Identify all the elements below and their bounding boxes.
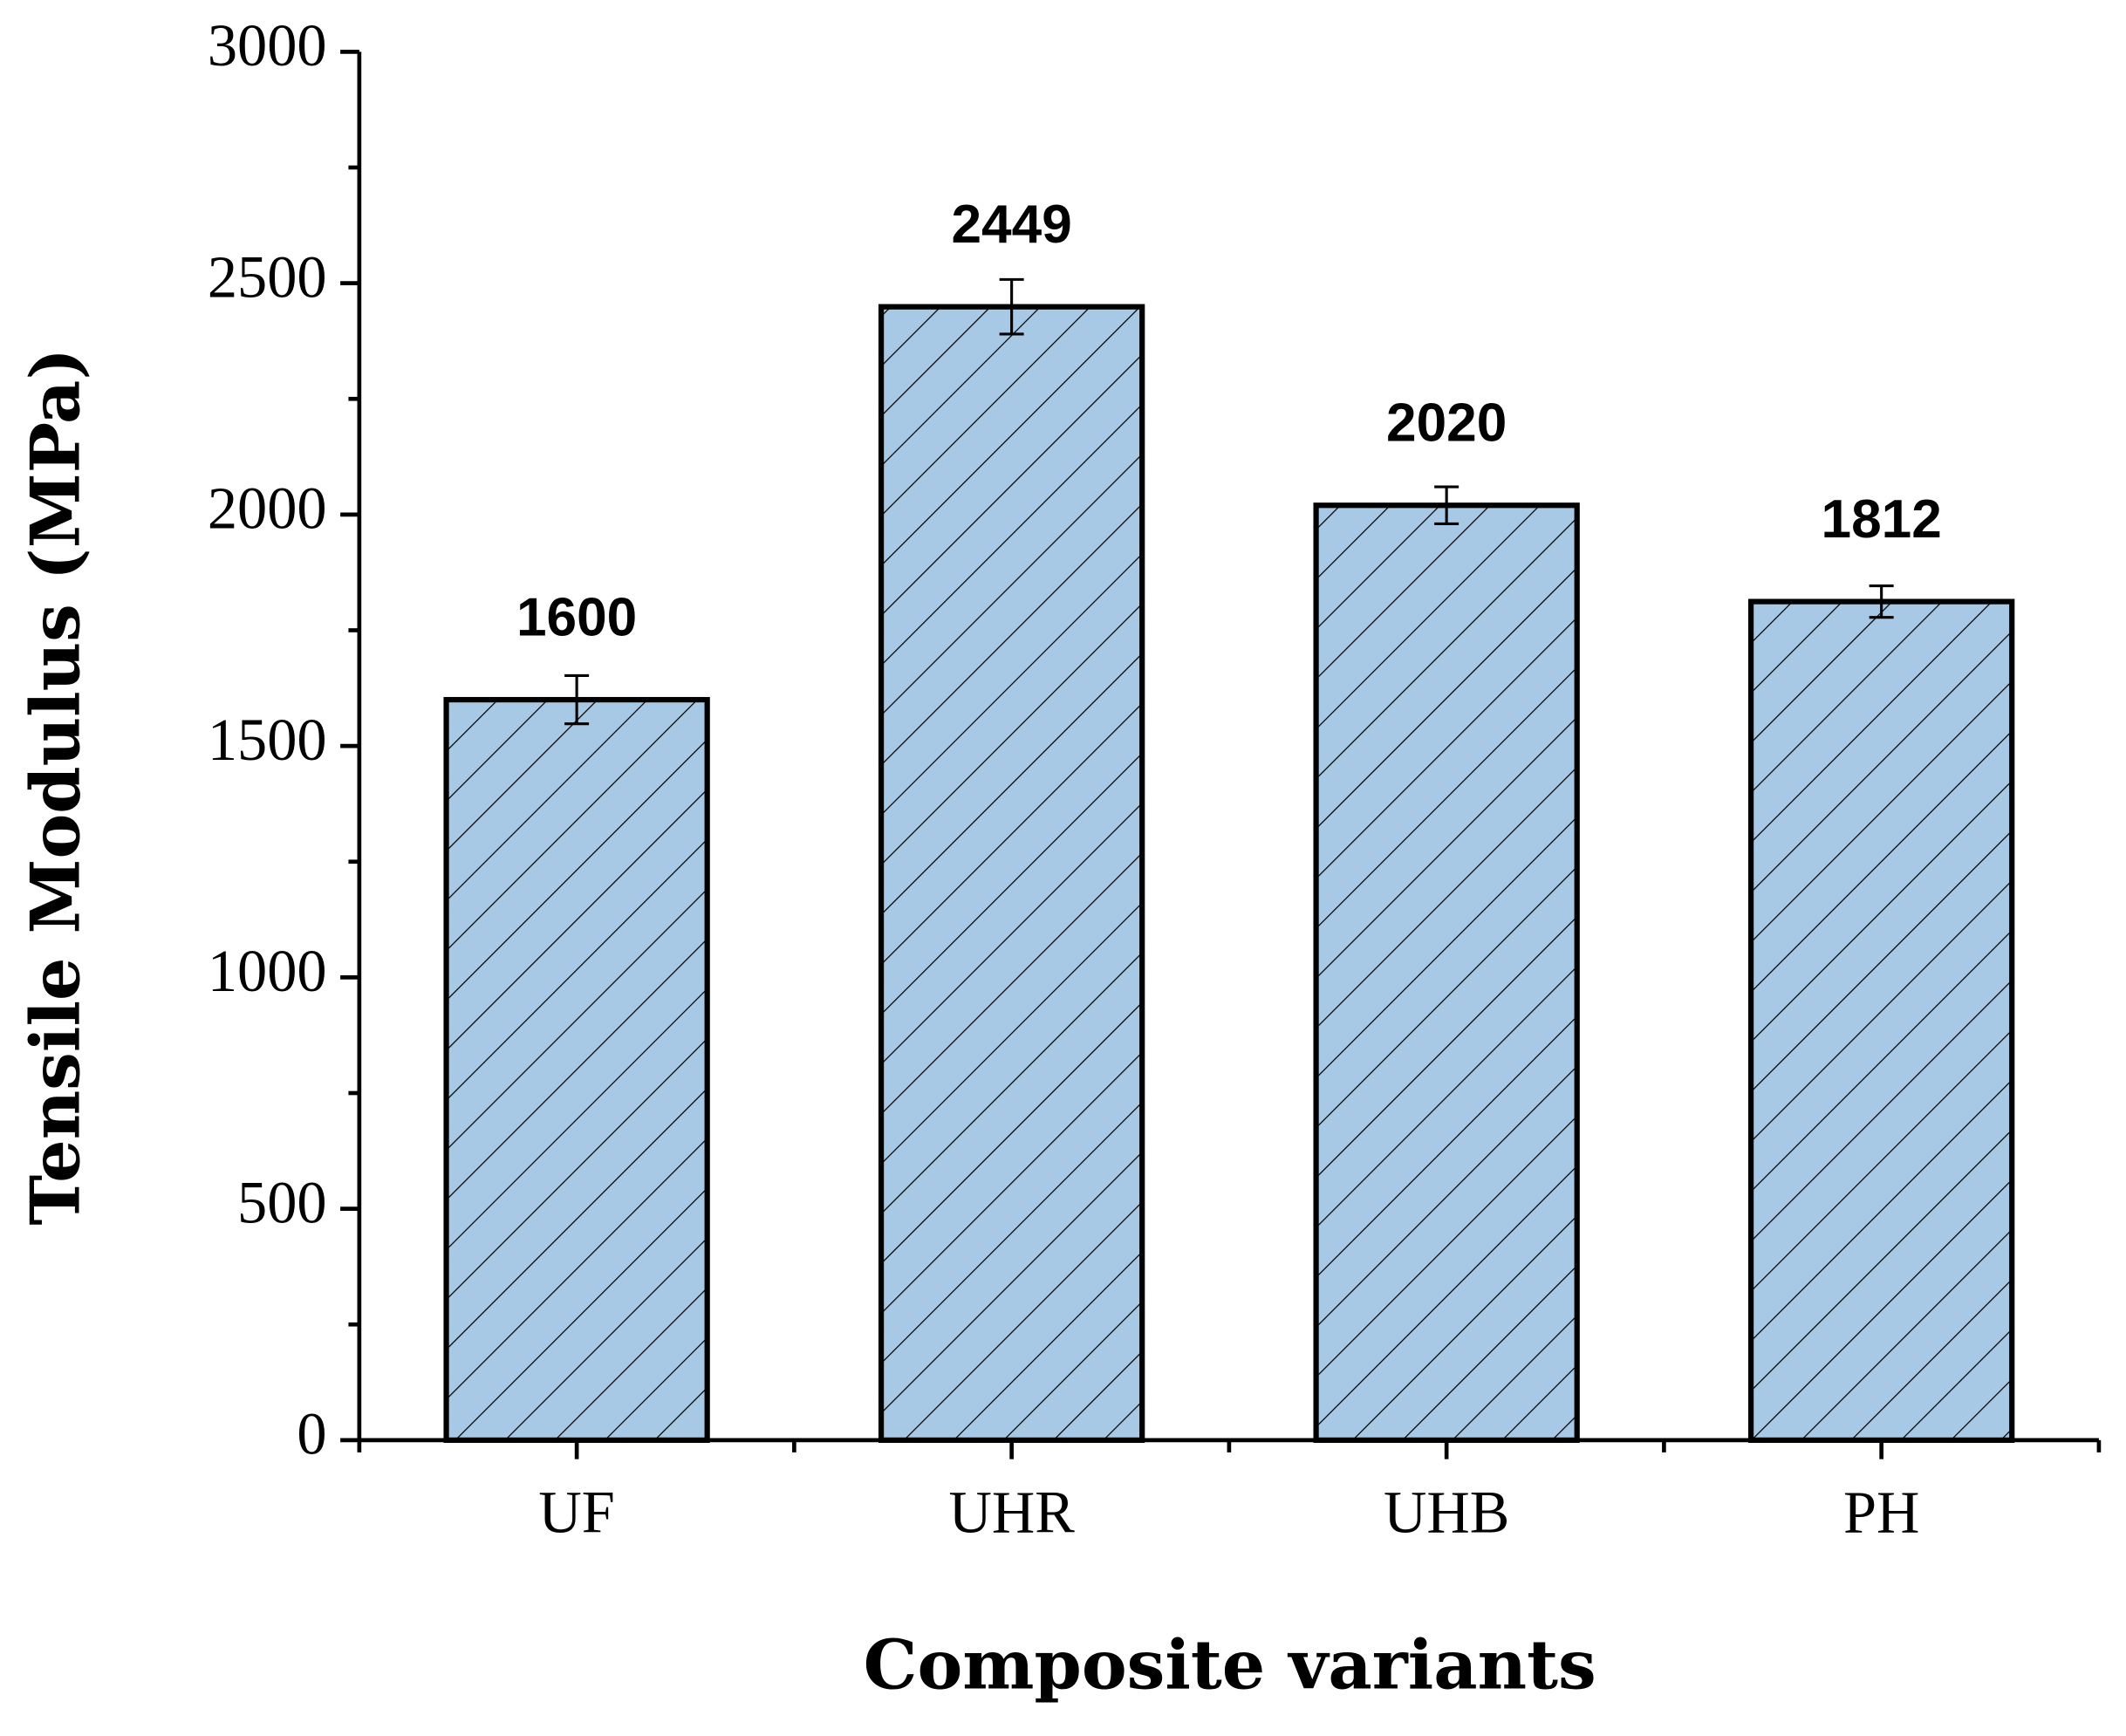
- value-label: 2449: [951, 195, 1071, 255]
- x-tick-label: UHR: [948, 1480, 1075, 1546]
- y-tick-label: 2500: [208, 243, 327, 310]
- x-axis-title: Composite variants: [864, 1626, 1596, 1705]
- value-label: 2020: [1386, 393, 1507, 454]
- error-bar: [1434, 485, 1459, 526]
- bar-hatch: [1747, 598, 2015, 1443]
- y-tick-label: 2000: [208, 475, 327, 542]
- value-label: 1600: [516, 587, 637, 647]
- y-tick-label: 500: [237, 1169, 327, 1235]
- x-tick-label: UF: [538, 1480, 614, 1546]
- error-bar: [999, 277, 1024, 336]
- bar-hatch: [443, 696, 710, 1443]
- y-tick-label: 0: [297, 1401, 326, 1467]
- y-tick-label: 1000: [208, 938, 327, 1004]
- error-bar: [1869, 584, 1894, 619]
- x-tick-label: UHB: [1384, 1480, 1509, 1546]
- bar-hatch: [878, 304, 1145, 1443]
- bar-hatch: [1313, 502, 1580, 1443]
- y-axis-title: Tensile Modulus (MPa): [16, 348, 95, 1226]
- error-bar: [564, 673, 590, 726]
- value-label: 1812: [1822, 489, 1942, 550]
- y-tick-label: 3000: [208, 12, 327, 79]
- x-tick-label: PH: [1843, 1480, 1919, 1546]
- y-tick-label: 1500: [208, 707, 327, 773]
